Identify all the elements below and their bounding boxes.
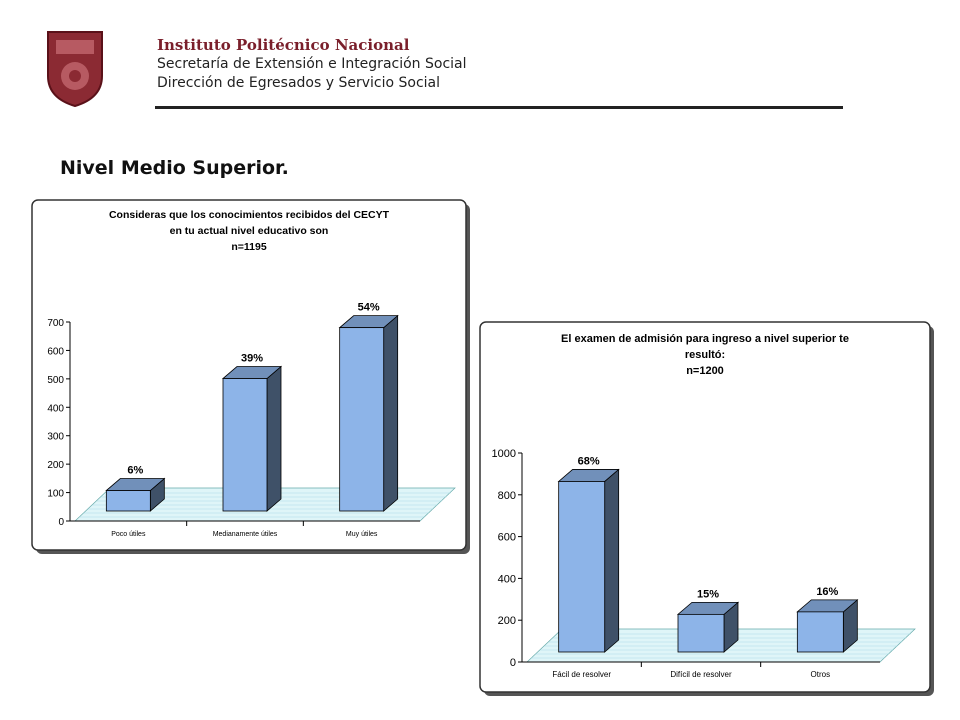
data-label: 16% [816, 586, 838, 598]
bar [557, 468, 620, 653]
bar-front [796, 611, 844, 653]
y-tick-label: 600 [47, 346, 64, 357]
header-rule [155, 106, 843, 109]
x-tick-label: Medianamente útiles [213, 531, 278, 538]
bar-side [383, 314, 399, 512]
bar-front [105, 490, 151, 512]
y-tick-label: 400 [498, 573, 516, 585]
x-tick-label: Otros [811, 670, 831, 679]
chart-title: Consideras que los conocimientos recibid… [109, 209, 390, 221]
bar-front [339, 327, 385, 512]
y-tick-label: 0 [58, 517, 64, 528]
data-label: 15% [697, 588, 719, 600]
y-tick-label: 800 [498, 490, 516, 502]
x-tick-label: Muy útiles [346, 531, 378, 538]
bar [676, 601, 740, 653]
data-label: 6% [127, 465, 143, 477]
bar-side [266, 365, 282, 512]
y-tick-label: 200 [498, 615, 516, 627]
bar-front [558, 481, 606, 653]
y-tick-label: 100 [47, 489, 64, 500]
logo [47, 31, 103, 108]
data-label: 39% [241, 353, 263, 365]
y-tick-label: 200 [47, 460, 64, 471]
bar [338, 314, 399, 512]
x-tick-label: Poco útiles [111, 531, 146, 538]
y-tick-label: 400 [47, 403, 64, 414]
y-tick-label: 1000 [492, 448, 516, 460]
bar [221, 365, 283, 512]
y-tick-label: 600 [498, 532, 516, 544]
organization: Instituto Politécnico Nacional [157, 36, 410, 54]
data-label: 68% [578, 455, 600, 467]
bar [796, 599, 859, 653]
bar-front [222, 378, 268, 512]
y-tick-label: 700 [47, 318, 64, 329]
bar-front [677, 613, 725, 653]
data-label: 54% [358, 302, 380, 314]
x-tick-label: Difícil de resolver [670, 670, 732, 679]
y-tick-label: 0 [510, 657, 516, 669]
section-title: Nivel Medio Superior. [60, 157, 289, 179]
x-tick-label: Fácil de resolver [552, 670, 611, 679]
y-tick-label: 500 [47, 375, 64, 386]
chart-title: en tu actual nivel educativo son [170, 225, 329, 237]
bar-side [604, 468, 620, 653]
bar [105, 477, 166, 512]
chart-subtitle: n=1200 [686, 365, 724, 377]
chart-subtitle: n=1195 [231, 241, 266, 253]
chart-title: El examen de admisión para ingreso a niv… [561, 333, 849, 345]
chart-title: resultó: [685, 349, 725, 361]
department: Secretaría de Extensión e Integración So… [157, 56, 467, 72]
office: Dirección de Egresados y Servicio Social [157, 75, 440, 91]
y-tick-label: 300 [47, 432, 64, 443]
